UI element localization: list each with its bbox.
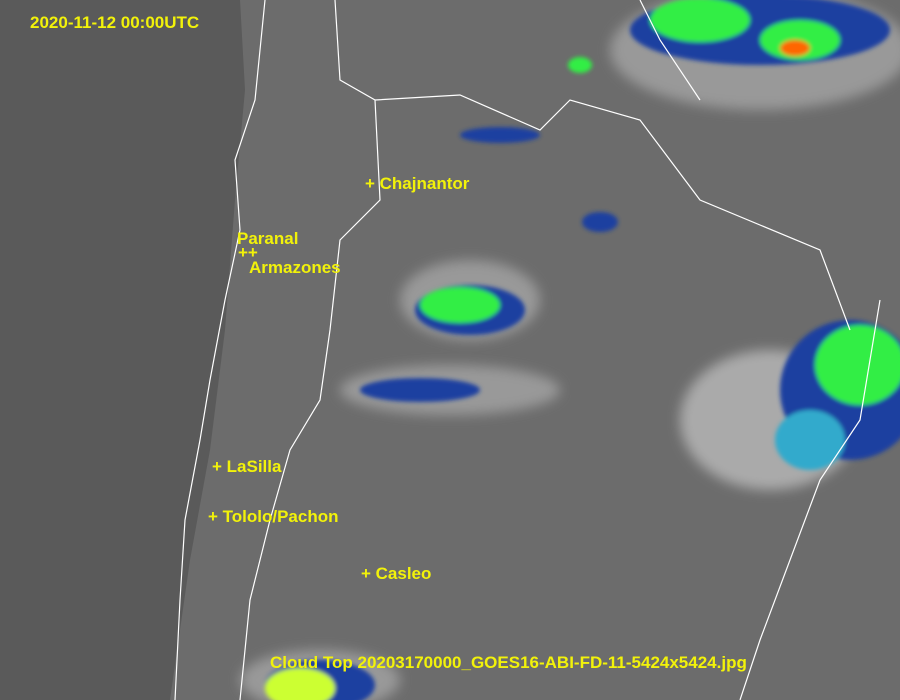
- timestamp: 2020-11-12 00:00UTC: [30, 13, 200, 32]
- land: [170, 0, 900, 700]
- site-paranal: Paranal: [237, 229, 299, 248]
- site-chajnantor: + Chajnantor: [365, 174, 470, 193]
- site-lasilla: + LaSilla: [212, 457, 282, 476]
- image-caption: Cloud Top 20203170000_GOES16-ABI-FD-11-5…: [270, 653, 747, 672]
- site-casleo: + Casleo: [361, 564, 432, 583]
- country-borders: [174, 0, 881, 700]
- site-markers: ++: [238, 243, 258, 262]
- site-tololo-pachon: + Tololo/Pachon: [208, 507, 339, 526]
- cold-cloud-tops: [265, 0, 900, 700]
- site-armazones: Armazones: [249, 258, 341, 277]
